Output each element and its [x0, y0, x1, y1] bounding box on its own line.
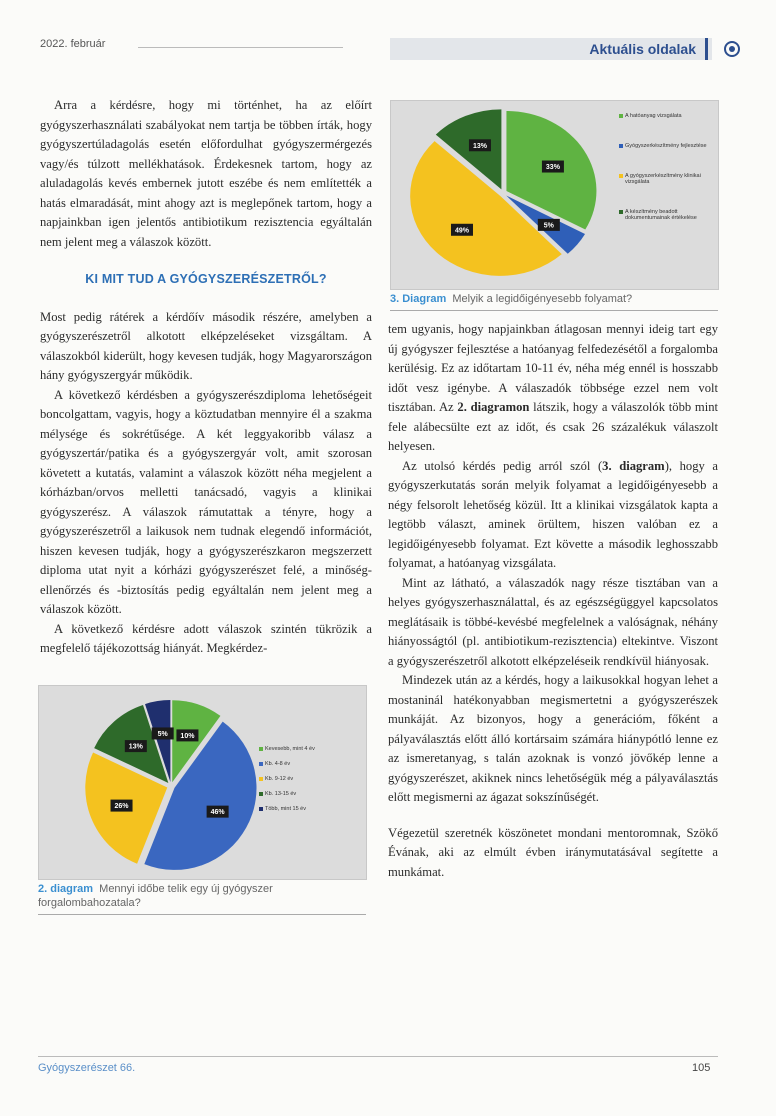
target-icon — [724, 41, 740, 57]
text: tem ugyanis, hogy napjainkban átlagosan … — [388, 322, 718, 414]
caption-text: Melyik a legidőigényesebb folyamat? — [452, 293, 633, 305]
pie-slice — [145, 700, 171, 783]
legend-swatch — [259, 777, 263, 781]
legend-swatch — [619, 210, 623, 214]
issue-date: 2022. február — [40, 38, 106, 50]
pie-slice — [144, 721, 257, 870]
section-divider — [705, 38, 708, 60]
legend-swatch — [619, 144, 623, 148]
page-number: 105 — [692, 1062, 711, 1074]
legend-label: Több, mint 15 év — [265, 806, 306, 812]
data-label: 5% — [158, 731, 169, 738]
data-label-box — [468, 139, 491, 152]
right-column: tem ugyanis, hogy napjainkban átlagosan … — [388, 320, 718, 882]
text: ), hogy a gyógyszerkutatás során melyik … — [388, 458, 718, 571]
data-label: 49% — [455, 227, 470, 234]
legend-label: A készítmény beadott dokumentumainak ért… — [625, 209, 697, 221]
acknowledgement: Végezetül szeretnék köszönetet mondani m… — [388, 825, 718, 879]
paragraph: Az utolsó kérdés pedig arról szól (3. di… — [388, 457, 718, 574]
data-label-box — [151, 727, 174, 740]
paragraph: Mint az látható, a válaszadók nagy része… — [388, 575, 718, 668]
data-label-box — [541, 160, 564, 173]
paragraph: tem ugyanis, hogy napjainkban átlagosan … — [388, 320, 718, 457]
diagram-2-caption: 2. diagram Mennyi időbe telik egy új gyó… — [38, 882, 358, 910]
caption-label: 2. diagram — [38, 883, 94, 895]
legend-item: Gyógyszerkészítmény fejlesztése — [619, 143, 711, 149]
legend-label: Kb. 13-15 év — [265, 791, 297, 797]
diagram-2-legend: Kevesebb, mint 4 év Kb. 4-8 év Kb. 9-12 év… — [259, 746, 359, 821]
legend-item: Kb. 13-15 év — [259, 791, 359, 797]
data-label: 10% — [180, 733, 195, 740]
data-label: 33% — [546, 164, 561, 171]
legend-swatch — [619, 114, 623, 118]
paragraph: Most pedig rátérek a kérdőív második rés… — [40, 309, 372, 383]
diagram-3-legend: A hatóanyag vizsgálata Gyógyszerkészítmén… — [619, 113, 711, 245]
legend-item: Kb. 9-12 év — [259, 776, 359, 782]
left-column: Arra a kérdésre, hogy mi történhet, ha a… — [40, 96, 372, 659]
section-bar — [390, 38, 712, 60]
diagram-3-pie: 33% 5% 49% 13% — [410, 109, 597, 276]
data-label: 46% — [211, 809, 226, 816]
legend-swatch — [259, 747, 263, 751]
paragraph: A következő kérdésre adott válaszok szin… — [40, 621, 372, 656]
legend-swatch — [259, 762, 263, 766]
legend-swatch — [259, 792, 263, 796]
legend-label: Kb. 9-12 év — [265, 776, 294, 782]
legend-label: Kevesebb, mint 4 év — [265, 746, 315, 752]
diagram-3-caption: 3. Diagram Melyik a legidőigényesebb fol… — [390, 292, 632, 306]
legend-item: A gyógyszerkészítmény klinikai vizsgálat… — [619, 173, 711, 185]
data-label: 26% — [115, 803, 130, 810]
data-label-box — [206, 805, 229, 818]
legend-swatch — [259, 807, 263, 811]
data-label-box — [176, 729, 199, 742]
diagram-3-figure: 33% 5% 49% 13% A hatóanyag vizsgálata Gyógys… — [390, 100, 719, 290]
journal-name: Gyógyszerészet 66. — [38, 1062, 136, 1074]
text: látszik, hogy a válaszolók több mint fel… — [388, 400, 718, 453]
data-label: 13% — [473, 143, 488, 150]
diagram-2-pie: 10% 46% 26% 13% 5% — [85, 700, 257, 870]
data-label-box — [110, 799, 133, 812]
data-label-box — [124, 740, 147, 753]
pie-slice — [435, 109, 502, 190]
legend-label: A hatóanyag vizsgálata — [625, 113, 682, 119]
paragraph: A következő kérdésben a gyógyszerészdipl… — [40, 387, 372, 617]
data-label: 5% — [544, 222, 555, 229]
data-label-box — [450, 223, 473, 236]
data-label: 13% — [129, 744, 144, 751]
legend-item: Kb. 4-8 év — [259, 761, 359, 767]
diagram-reference: 3. diagram — [602, 458, 665, 473]
legend-item: A készítmény beadott dokumentumainak ért… — [619, 209, 711, 221]
pie-slice — [410, 141, 562, 276]
legend-label: Kb. 4-8 év — [265, 761, 291, 767]
legend-item: Több, mint 15 év — [259, 806, 359, 812]
paragraph: Mindezek után az a kérdés, hogy a laikus… — [388, 673, 718, 804]
header-rule — [138, 47, 343, 48]
caption-rule — [38, 914, 366, 915]
caption-text: Mennyi időbe telik egy új gyógyszer forg… — [38, 883, 273, 909]
caption-label: 3. Diagram — [390, 293, 447, 305]
section-title: Aktuális oldalak — [589, 41, 696, 57]
paragraph: Arra a kérdésre, hogy mi történhet, ha a… — [40, 98, 372, 249]
legend-item: Kevesebb, mint 4 év — [259, 746, 359, 752]
legend-item: A hatóanyag vizsgálata — [619, 113, 711, 119]
caption-rule — [390, 310, 718, 311]
data-label-box — [537, 218, 560, 231]
footer-rule — [38, 1056, 718, 1057]
legend-label: Gyógyszerkészítmény fejlesztése — [625, 143, 707, 149]
diagram-2-figure: 10% 46% 26% 13% 5% Kevesebb, mint 4 év Kb. 4-… — [38, 685, 367, 880]
section-heading: KI MIT TUD A GYÓGYSZERÉSZETRŐL? — [85, 272, 327, 286]
legend-label: A gyógyszerkészítmény klinikai vizsgálat… — [625, 173, 701, 185]
text: Az utolsó kérdés pedig arról szól ( — [402, 458, 603, 473]
diagram-reference: 2. diagramon — [457, 400, 530, 414]
legend-swatch — [619, 174, 623, 178]
